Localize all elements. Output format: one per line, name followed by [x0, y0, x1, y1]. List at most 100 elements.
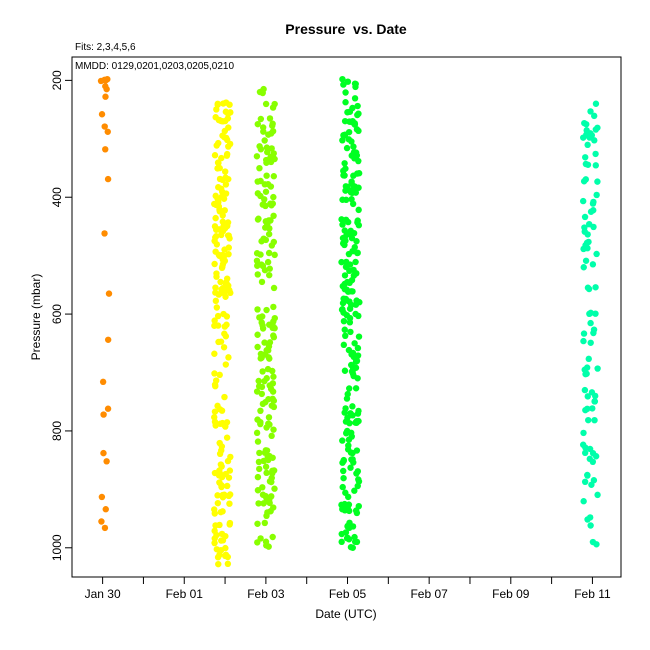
data-point: [592, 162, 600, 169]
data-point: [266, 115, 274, 122]
data-point: [270, 238, 278, 246]
data-point: [258, 390, 266, 398]
data-point: [351, 538, 359, 545]
data-point: [223, 482, 231, 490]
data-point: [222, 544, 229, 552]
data-point: [338, 258, 345, 266]
data-point: [211, 322, 218, 329]
data-point: [269, 388, 277, 395]
data-point: [213, 304, 221, 311]
data-point: [350, 229, 358, 237]
data-point: [104, 175, 112, 183]
data-point: [350, 172, 357, 179]
data-points: [97, 76, 601, 568]
data-point: [268, 432, 275, 440]
data-point: [352, 310, 359, 318]
data-point: [262, 224, 269, 231]
data-point: [224, 553, 231, 561]
data-point: [344, 218, 352, 226]
data-point: [213, 531, 220, 539]
data-point: [211, 350, 218, 357]
data-point: [344, 523, 351, 530]
data-point: [255, 377, 262, 385]
data-point: [261, 519, 268, 527]
data-point: [585, 355, 592, 363]
data-point: [590, 198, 597, 206]
data-point: [270, 504, 277, 511]
data-point: [270, 303, 277, 311]
data-point: [339, 282, 347, 290]
data-point: [589, 458, 597, 465]
data-point: [585, 285, 593, 293]
data-point: [584, 161, 592, 168]
data-point: [270, 426, 277, 433]
data-point: [212, 297, 220, 305]
data-point: [354, 352, 362, 359]
data-point: [222, 293, 229, 300]
data-point: [216, 371, 223, 379]
data-point: [262, 538, 270, 545]
data-point: [354, 344, 362, 352]
data-point: [254, 539, 261, 546]
data-point: [267, 158, 275, 166]
data-point: [222, 190, 230, 197]
data-point: [100, 449, 107, 457]
data-point: [219, 132, 226, 139]
data-point: [355, 407, 362, 415]
data-point: [592, 284, 599, 291]
data-point: [347, 410, 354, 417]
data-point: [340, 505, 347, 512]
data-point: [263, 144, 271, 151]
data-point: [264, 365, 272, 373]
data-point: [254, 271, 261, 278]
data-point: [342, 295, 350, 303]
data-point: [345, 128, 353, 136]
data-point: [350, 459, 357, 466]
data-point: [257, 146, 265, 153]
data-point: [103, 85, 110, 93]
data-point: [584, 141, 591, 149]
data-point: [260, 235, 267, 242]
chart-title: Pressure vs. Date: [285, 21, 407, 37]
data-point: [214, 100, 221, 108]
data-point: [351, 340, 358, 347]
data-point: [339, 137, 346, 144]
data-point: [589, 450, 597, 457]
data-point: [218, 537, 225, 544]
data-point: [580, 330, 588, 337]
data-point: [580, 429, 587, 437]
data-point: [221, 246, 228, 253]
data-point: [583, 364, 591, 371]
data-point: [215, 251, 222, 258]
data-point: [342, 99, 349, 106]
data-point: [340, 81, 347, 88]
data-point: [346, 118, 354, 125]
data-point: [593, 191, 600, 199]
data-point: [352, 507, 360, 514]
data-point: [584, 405, 591, 412]
data-point: [217, 278, 224, 286]
data-point: [213, 142, 220, 149]
data-point: [584, 472, 591, 479]
data-point: [341, 272, 349, 279]
data-point: [260, 128, 267, 135]
data-point: [213, 201, 220, 209]
data-point: [267, 200, 274, 207]
data-point: [586, 134, 593, 141]
data-point: [345, 136, 353, 143]
data-point: [211, 260, 218, 268]
data-point: [587, 108, 594, 115]
data-point: [101, 123, 108, 130]
data-point: [344, 109, 351, 116]
data-point: [226, 101, 233, 108]
data-point: [260, 457, 267, 465]
data-point: [351, 155, 358, 162]
x-tick-label: Feb 07: [410, 587, 448, 601]
data-point: [220, 100, 227, 107]
data-point: [579, 197, 587, 205]
data-point: [259, 400, 267, 408]
data-point: [260, 201, 268, 208]
data-point: [262, 218, 269, 225]
data-point: [102, 506, 109, 513]
data-point: [219, 218, 226, 225]
